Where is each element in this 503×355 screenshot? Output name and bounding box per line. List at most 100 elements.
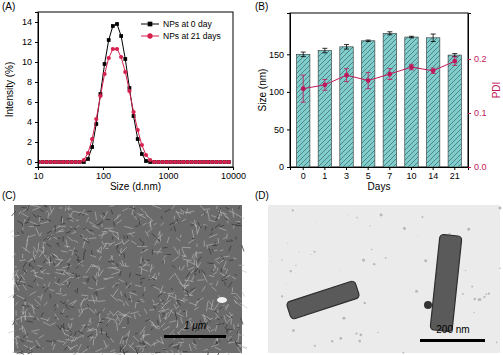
- image-speck: [415, 290, 418, 293]
- x-tick: 0: [301, 167, 306, 181]
- series-line: [38, 49, 229, 162]
- y-axis-title: Size (nm): [257, 69, 268, 112]
- image-speck: [371, 249, 373, 251]
- image-speck: [478, 298, 481, 301]
- bar: [318, 51, 331, 167]
- error-bar: [301, 75, 306, 102]
- x-tick: 21: [450, 167, 460, 181]
- x-tick-label: 5: [366, 171, 371, 181]
- data-point: [107, 38, 111, 42]
- image-speck: [290, 270, 292, 272]
- y2-axis-line: [469, 14, 472, 168]
- data-point: [173, 160, 177, 164]
- error-bar: [452, 57, 457, 66]
- error-bar: [322, 48, 327, 53]
- image-speck: [347, 214, 349, 216]
- series-line: [38, 24, 229, 162]
- data-point: [140, 143, 144, 147]
- x-tick-label: 3: [344, 171, 349, 181]
- plot-frame: [290, 13, 468, 167]
- y-tick-mark: [287, 167, 290, 168]
- data-point: [44, 160, 48, 164]
- legend-label: NPs at 0 day: [163, 19, 212, 29]
- y2-tick-label: 0.1: [474, 108, 487, 118]
- legend-item: NPs at 21 days: [141, 31, 221, 41]
- y-tick-mark: [35, 142, 38, 143]
- image-texture-dark: [12, 205, 245, 355]
- data-point: [144, 153, 148, 157]
- data-point: [73, 160, 77, 164]
- image-speck: [362, 259, 365, 262]
- x-tick-label: 10: [406, 171, 416, 181]
- y-tick-label: 8: [27, 77, 32, 87]
- panel-label: (C): [2, 190, 16, 201]
- y2-tick-mark: [468, 59, 471, 60]
- data-point: [86, 151, 90, 155]
- data-point: [45, 160, 49, 164]
- data-point: [111, 24, 115, 28]
- image-speck: [403, 352, 405, 354]
- y-tick-mark: [35, 122, 38, 123]
- x-tick-mark: [411, 167, 412, 170]
- data-point: [177, 160, 181, 164]
- data-point: [157, 160, 161, 164]
- y-tick-mark: [35, 42, 38, 43]
- data-point: [160, 160, 164, 164]
- data-point: [152, 160, 156, 164]
- x-tick-label: 100: [96, 171, 111, 181]
- image-speck: [281, 295, 283, 297]
- data-point: [181, 160, 185, 164]
- y2-tick: 0.2: [468, 54, 487, 64]
- x-tick: 14: [428, 167, 438, 181]
- y2-tick-label: 0.2: [474, 54, 487, 64]
- y-tick: 150: [269, 50, 290, 60]
- legend-label: NPs at 21 days: [163, 31, 221, 41]
- data-point: [57, 160, 61, 164]
- y-tick: 8: [27, 77, 38, 87]
- error-bar: [322, 79, 327, 90]
- data-point: [409, 65, 414, 70]
- x-tick-label: 10: [33, 171, 43, 181]
- x-tick: 10000: [221, 167, 246, 181]
- data-point: [136, 128, 140, 132]
- data-point: [186, 160, 190, 164]
- data-point: [169, 160, 173, 164]
- y-tick: 0: [27, 157, 38, 167]
- x-tick: 5: [366, 167, 371, 181]
- image-speck: [424, 259, 427, 262]
- image-speck: [292, 209, 294, 211]
- data-point: [169, 160, 173, 164]
- data-point: [119, 55, 123, 59]
- error-bar: [409, 36, 414, 38]
- error-bar: [301, 52, 306, 57]
- data-point: [49, 160, 53, 164]
- y-tick: 0: [279, 162, 290, 172]
- data-point: [107, 56, 111, 60]
- data-point: [206, 160, 210, 164]
- image-speck: [356, 217, 358, 219]
- image-speck: [499, 267, 501, 269]
- data-point: [210, 160, 214, 164]
- error-bar: [344, 69, 349, 82]
- data-point: [161, 160, 165, 164]
- y-axis-line: [287, 14, 291, 168]
- image-speck: [342, 317, 345, 320]
- x-tick-label: 1: [322, 171, 327, 181]
- data-point: [218, 160, 222, 164]
- x-tick-mark: [389, 167, 390, 170]
- data-point: [70, 160, 74, 164]
- micrograph: [8, 205, 247, 355]
- image-speck: [498, 207, 501, 210]
- x-tick-mark: [433, 167, 434, 170]
- image-speck: [467, 228, 470, 231]
- data-point: [123, 57, 127, 61]
- data-point: [86, 157, 90, 161]
- bar: [405, 37, 418, 167]
- y-tick-label: 10: [22, 57, 32, 67]
- data-point: [74, 160, 78, 164]
- x-tick-label: 21: [450, 171, 460, 181]
- image-speck: [340, 270, 342, 272]
- y-tick-label: 0: [279, 162, 284, 172]
- panel-label: (B): [255, 1, 268, 12]
- y2-tick-label: 0.0: [474, 162, 487, 172]
